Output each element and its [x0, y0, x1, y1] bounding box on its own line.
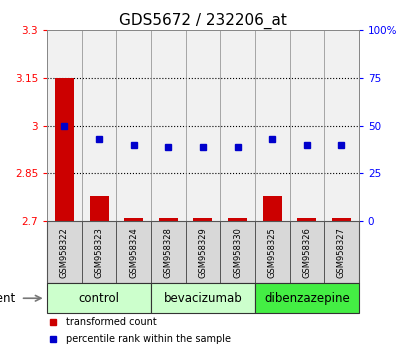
Text: transformed count: transformed count: [66, 317, 156, 327]
Bar: [151, 283, 254, 313]
Text: GSM958324: GSM958324: [129, 227, 138, 278]
Text: bevacizumab: bevacizumab: [163, 292, 242, 305]
Bar: [289, 30, 324, 221]
Text: GSM958329: GSM958329: [198, 227, 207, 278]
Bar: [151, 221, 185, 283]
Text: GSM958325: GSM958325: [267, 227, 276, 278]
Text: GSM958327: GSM958327: [336, 227, 345, 278]
Bar: [297, 218, 316, 221]
Bar: [116, 221, 151, 283]
Bar: [124, 218, 143, 221]
Bar: [289, 221, 324, 283]
Bar: [81, 30, 116, 221]
Bar: [81, 221, 116, 283]
Bar: [220, 30, 254, 221]
Bar: [47, 30, 81, 221]
Text: percentile rank within the sample: percentile rank within the sample: [66, 333, 230, 343]
Bar: [89, 196, 108, 221]
Bar: [116, 30, 151, 221]
Bar: [262, 196, 281, 221]
Text: GSM958323: GSM958323: [94, 227, 103, 278]
Bar: [331, 218, 350, 221]
Bar: [254, 221, 289, 283]
Bar: [220, 221, 254, 283]
Bar: [254, 30, 289, 221]
Text: GSM958326: GSM958326: [301, 227, 310, 278]
Text: agent: agent: [0, 292, 16, 305]
Bar: [324, 221, 358, 283]
Text: control: control: [79, 292, 119, 305]
Text: dibenzazepine: dibenzazepine: [263, 292, 349, 305]
Bar: [185, 221, 220, 283]
Text: GSM958328: GSM958328: [164, 227, 173, 278]
Title: GDS5672 / 232206_at: GDS5672 / 232206_at: [119, 12, 286, 29]
Text: GSM958322: GSM958322: [60, 227, 69, 278]
Bar: [324, 30, 358, 221]
Bar: [227, 218, 247, 221]
Bar: [55, 78, 74, 221]
Bar: [193, 218, 212, 221]
Bar: [151, 30, 185, 221]
Bar: [185, 30, 220, 221]
Bar: [47, 221, 81, 283]
Text: GSM958330: GSM958330: [232, 227, 241, 278]
Bar: [47, 283, 151, 313]
Bar: [254, 283, 358, 313]
Bar: [158, 218, 178, 221]
